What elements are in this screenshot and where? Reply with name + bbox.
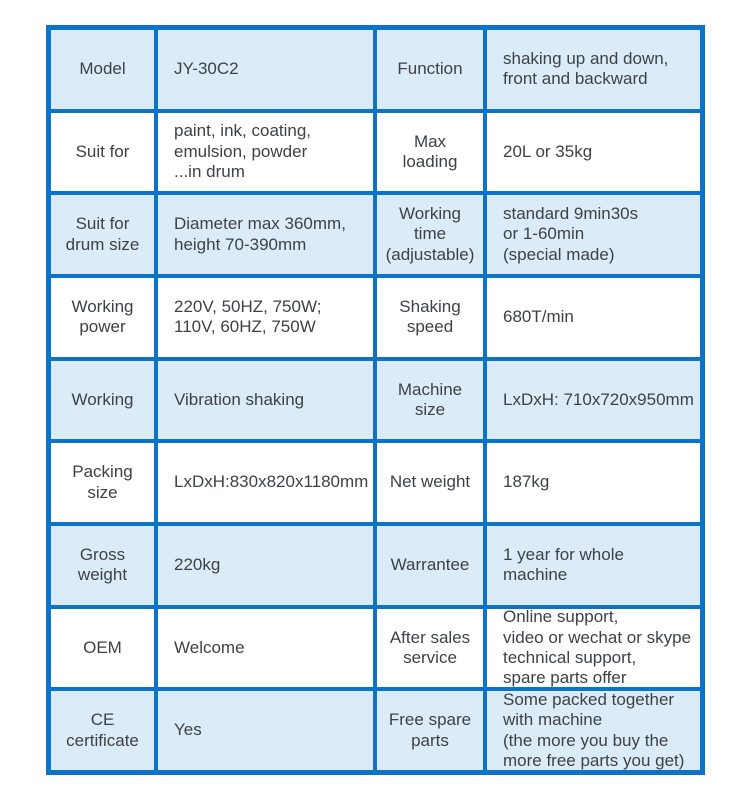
spec-label-working: Working (51, 360, 154, 440)
spec-value-function: shaking up and down, front and backward (487, 30, 700, 109)
spec-value-oem: Welcome (158, 608, 373, 688)
spec-label-ce-certificate: CE certificate (51, 691, 154, 770)
spec-value-working: Vibration shaking (158, 360, 373, 440)
spec-label-function: Function (377, 30, 483, 109)
spec-label-working-time: Working time (adjustable) (377, 195, 483, 274)
spec-table: Model JY-30C2 Function shaking up and do… (46, 25, 705, 775)
spec-value-drum-size: Diameter max 360mm, height 70-390mm (158, 195, 373, 274)
spec-label-max-loading: Max loading (377, 112, 483, 192)
page: Model JY-30C2 Function shaking up and do… (46, 25, 705, 775)
spec-label-gross-weight: Gross weight (51, 525, 154, 605)
spec-label-packing-size: Packing size (51, 443, 154, 522)
spec-value-suit-for: paint, ink, coating, emulsion, powder ..… (158, 112, 373, 192)
spec-value-net-weight: 187kg (487, 443, 700, 522)
spec-label-model: Model (51, 30, 154, 109)
spec-value-ce-certificate: Yes (158, 691, 373, 770)
spec-value-working-time: standard 9min30s or 1-60min (special mad… (487, 195, 700, 274)
spec-value-warrantee: 1 year for whole machine (487, 525, 700, 605)
spec-value-machine-size: LxDxH: 710x720x950mm (487, 360, 700, 440)
spec-value-max-loading: 20L or 35kg (487, 112, 700, 192)
spec-value-shaking-speed: 680T/min (487, 277, 700, 357)
spec-value-packing-size: LxDxH:830x820x1180mm (158, 443, 373, 522)
spec-label-free-spare-parts: Free spare parts (377, 691, 483, 770)
spec-label-after-sales: After sales service (377, 608, 483, 688)
spec-value-model: JY-30C2 (158, 30, 373, 109)
spec-value-working-power: 220V, 50HZ, 750W; 110V, 60HZ, 750W (158, 277, 373, 357)
spec-label-oem: OEM (51, 608, 154, 688)
spec-label-suit-for: Suit for (51, 112, 154, 192)
spec-value-after-sales: Online support, video or wechat or skype… (487, 608, 700, 688)
spec-label-drum-size: Suit for drum size (51, 195, 154, 274)
spec-label-shaking-speed: Shaking speed (377, 277, 483, 357)
spec-value-gross-weight: 220kg (158, 525, 373, 605)
spec-label-warrantee: Warrantee (377, 525, 483, 605)
spec-label-net-weight: Net weight (377, 443, 483, 522)
spec-value-free-spare-parts: Some packed together with machine (the m… (487, 691, 700, 770)
spec-label-working-power: Working power (51, 277, 154, 357)
spec-label-machine-size: Machine size (377, 360, 483, 440)
